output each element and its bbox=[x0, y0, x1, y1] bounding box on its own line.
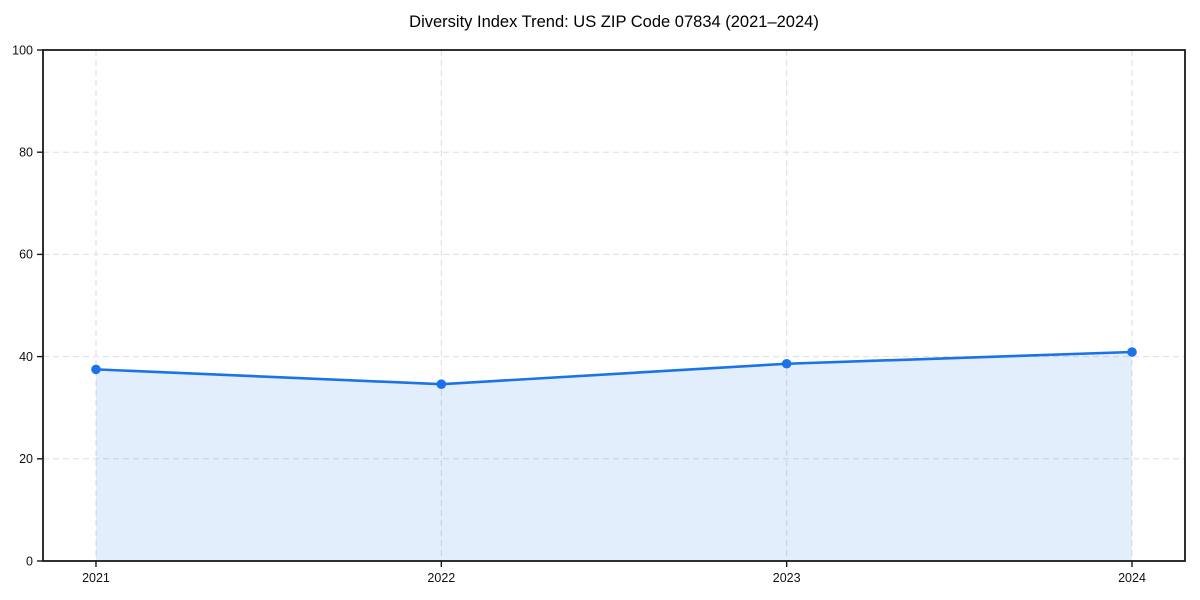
x-tick-label: 2022 bbox=[427, 571, 455, 585]
data-point-2021 bbox=[91, 364, 101, 375]
area-fill bbox=[95, 352, 1133, 561]
x-tick-label: 2021 bbox=[82, 571, 110, 585]
y-tick-label: 80 bbox=[19, 146, 33, 160]
chart-title: Diversity Index Trend: US ZIP Code 07834… bbox=[409, 13, 819, 31]
y-tick-label: 0 bbox=[26, 554, 33, 568]
y-tick-label: 100 bbox=[12, 43, 33, 57]
data-point-2024 bbox=[1127, 347, 1137, 357]
x-tick-label: 2024 bbox=[1118, 571, 1146, 585]
trend-line bbox=[94, 350, 1134, 386]
data-point-2022 bbox=[436, 379, 447, 389]
y-tick-label: 40 bbox=[19, 350, 33, 364]
y-tick-label: 60 bbox=[19, 248, 33, 262]
y-tick-label: 20 bbox=[19, 452, 33, 466]
x-tick-label: 2023 bbox=[773, 571, 801, 585]
data-point-2023 bbox=[781, 358, 792, 369]
axis-spines bbox=[42, 49, 1186, 562]
